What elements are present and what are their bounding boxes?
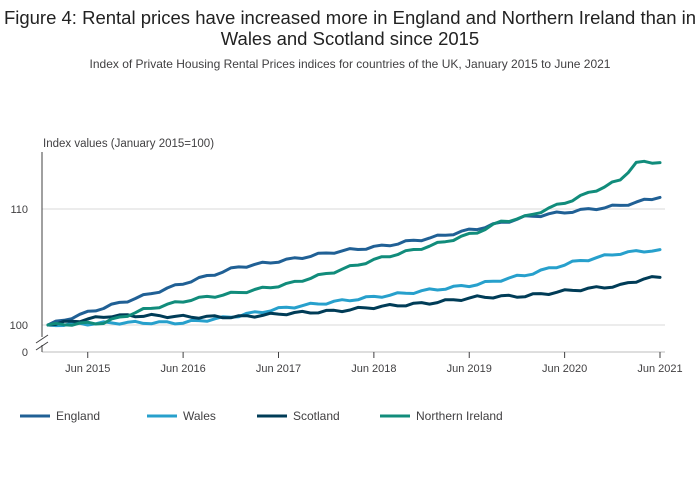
series-line-england bbox=[46, 195, 662, 327]
legend-label: Northern Ireland bbox=[416, 409, 503, 423]
x-tick-label: Jun 2019 bbox=[447, 363, 492, 375]
x-tick-label: Jun 2015 bbox=[65, 363, 110, 375]
y-tick-label: 100 bbox=[10, 320, 28, 332]
x-tick-label: Jun 2016 bbox=[160, 363, 205, 375]
axis-break-mark bbox=[35, 341, 49, 351]
gridlines bbox=[42, 208, 665, 353]
legend-label: Scotland bbox=[293, 409, 340, 423]
x-tick-label: Jun 2020 bbox=[542, 363, 587, 375]
series-lines bbox=[46, 159, 662, 328]
chart-title: Figure 4: Rental prices have increased m… bbox=[3, 7, 697, 49]
y-tick-label-zero: 0 bbox=[22, 347, 28, 359]
series-line-northern-ireland bbox=[46, 159, 662, 327]
x-tick-label: Jun 2021 bbox=[637, 363, 682, 375]
legend-label: England bbox=[56, 409, 100, 423]
axes: 100 110 0 Index values (January 2015=100) Ju… bbox=[10, 138, 683, 375]
y-axis-title: Index values (January 2015=100) bbox=[43, 138, 214, 150]
axis-break-mark bbox=[35, 334, 49, 344]
chart-subtitle: Index of Private Housing Rental Prices i… bbox=[89, 57, 611, 71]
x-tick-label: Jun 2017 bbox=[256, 363, 301, 375]
legend-label: Wales bbox=[183, 409, 216, 423]
series-line-wales bbox=[46, 248, 662, 328]
series-line-scotland bbox=[46, 275, 662, 327]
legend: England Wales Scotland Northern Ireland bbox=[20, 409, 503, 423]
x-tick-label: Jun 2018 bbox=[351, 363, 396, 375]
y-tick-label: 110 bbox=[10, 204, 28, 216]
